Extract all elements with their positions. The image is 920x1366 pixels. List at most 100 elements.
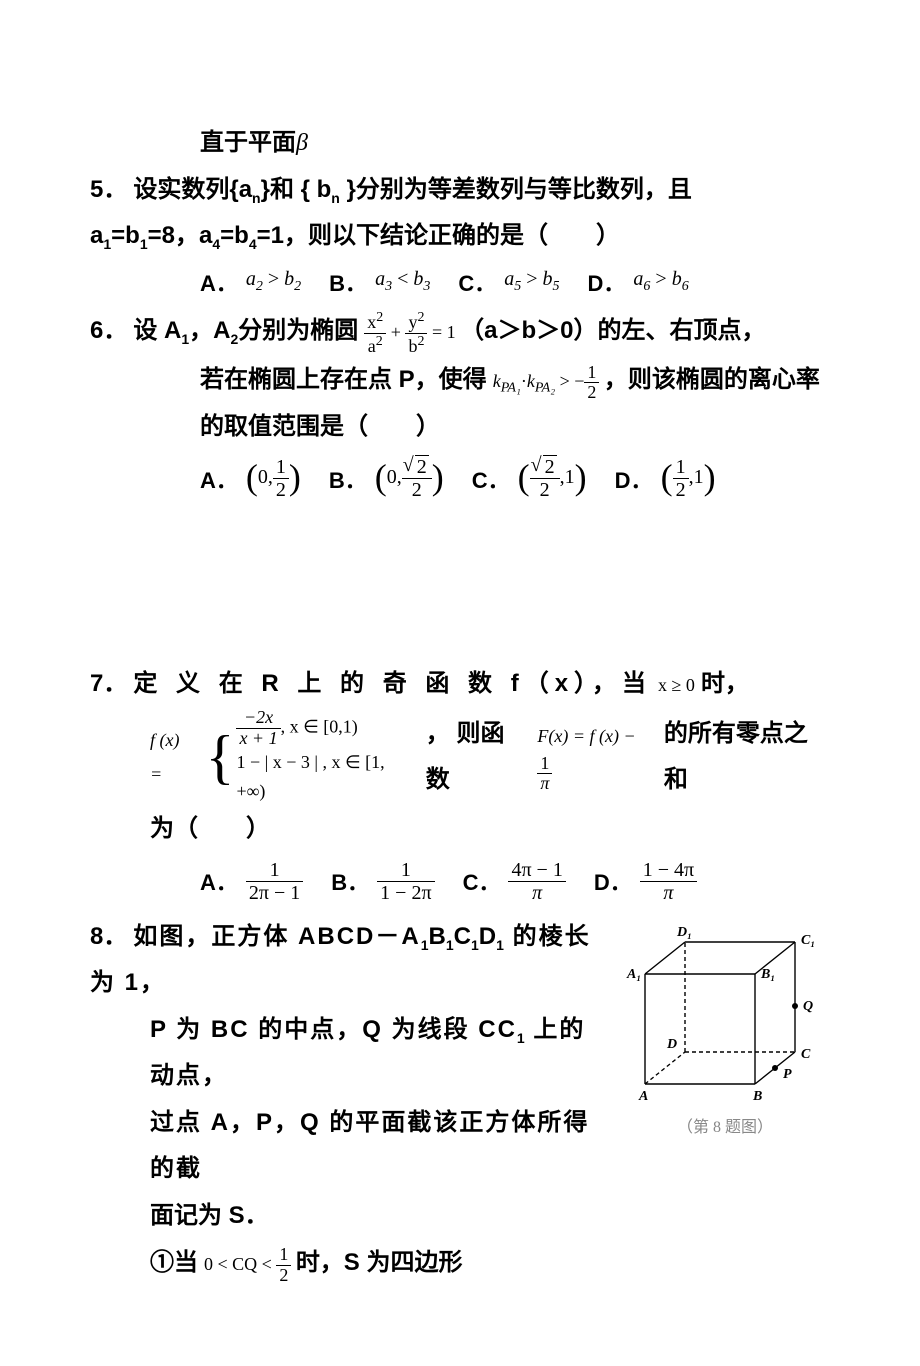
q5: 5． 设实数列{an}和 { bn }分别为等差数列与等比数列，且 — [90, 167, 830, 214]
q6-optC-math: (22,1) — [518, 456, 587, 501]
q6-l2b: ，则该椭圆的离心率 — [604, 366, 820, 393]
q5-options: A． a2 > b2 B． a3 < b3 C． a5 > b5 D． a6 >… — [90, 266, 830, 298]
q6-optB-label: B． — [329, 463, 367, 495]
q5-l2-e: =1，则以下结论正确的是（ ） — [257, 222, 620, 249]
q5-optC-math: a5 > b5 — [504, 268, 559, 295]
q6-stem-a: 设 A — [133, 317, 181, 344]
q7-line3: 为（ ） — [90, 806, 830, 853]
q5-stem-a: 设实数列{a — [133, 176, 252, 203]
q7-l3: 为（ ） — [150, 815, 270, 842]
q6-line2: 若在椭圆上存在点 P，使得 kPA₁·kPA₂ > −12 ，则该椭圆的离心率 — [90, 357, 830, 404]
q5-sub-n2: n — [331, 189, 340, 205]
svg-text:B₁: B₁ — [760, 967, 775, 982]
q5-sub-n1: n — [252, 189, 261, 205]
q5-l2-d-sub: 4 — [249, 236, 257, 252]
q7-optB-math: 11 − 2π — [377, 859, 434, 904]
q5-l2-b: =b — [111, 222, 140, 249]
q5-optB: B． a3 < b3 — [329, 266, 430, 298]
q6-optB-math: (0,22) — [375, 456, 444, 501]
q8-l2s: 1 — [517, 1030, 525, 1046]
q8-l1: 8． 如图，正方体 ABCD－A1B1C1D1 的棱长为 1， — [90, 914, 600, 1007]
svg-text:D₁: D₁ — [676, 925, 692, 940]
q8-stem-a: 如图，正方体 ABCD－A — [133, 923, 420, 950]
q6-sub1: 1 — [181, 331, 189, 347]
q5-optC-label: C． — [458, 266, 496, 298]
q6: 6． 设 A1，A2分别为椭圆 x2a2 + y2b2 = 1 （a＞b＞0）的… — [90, 308, 830, 357]
q5-line2: a1=b1=8，a4=b4=1，则以下结论正确的是（ ） — [90, 213, 830, 260]
q6-l2a: 若在椭圆上存在点 P，使得 — [200, 366, 487, 393]
q6-optA-math: (0,12) — [246, 456, 301, 501]
q8-s4: 1 — [496, 936, 504, 952]
q8-l3: 过点 A，P，Q 的平面截该正方体所得的截 — [90, 1100, 600, 1193]
q6-stem-b: ，A — [189, 317, 230, 344]
q8-l5-cond: 0 < CQ < 12 — [204, 1254, 296, 1274]
svg-text:D: D — [666, 1037, 677, 1052]
svg-text:A₁: A₁ — [626, 967, 641, 982]
q6-optD-label: D． — [615, 463, 653, 495]
q8-stem-d: D — [479, 923, 496, 950]
q7-fx-lhs: f (x) = — [150, 723, 196, 791]
q8-l5a: ①当 — [150, 1249, 198, 1276]
q6-number: 6． — [90, 317, 127, 344]
q6-options: A． (0,12) B． (0,22) C． (22,1) D． (12,1) — [90, 456, 830, 501]
q7-stem-b: 时， — [701, 670, 749, 697]
q8-s2: 1 — [446, 936, 454, 952]
q7-optD-label: D． — [594, 865, 632, 897]
svg-text:B: B — [752, 1089, 762, 1104]
q7-optC-label: C． — [463, 865, 501, 897]
q5-l2-c-sub: 4 — [212, 236, 220, 252]
svg-text:C: C — [801, 1047, 811, 1062]
q6-optB: B． (0,22) — [329, 456, 444, 501]
q5-l2-d: =b — [220, 222, 249, 249]
q7-options: A． 12π − 1 B． 11 − 2π C． 4π − 1π D． 1 − … — [90, 859, 830, 904]
q5-stem-c: }分别为等差数列与等比数列，且 — [340, 176, 692, 203]
q7-optA-label: A． — [200, 865, 238, 897]
q5-number: 5． — [90, 176, 127, 203]
q5-optD-label: D． — [588, 266, 626, 298]
q6-optD: D． (12,1) — [615, 456, 716, 501]
q6-line3: 的取值范围是（ ） — [90, 404, 830, 451]
q4-tail-beta: β — [296, 130, 308, 156]
q5-optB-label: B． — [329, 266, 367, 298]
q6-stem-d: （a＞b＞0）的左、右顶点， — [460, 317, 765, 344]
q7-stem-a: 定 义 在 R 上 的 奇 函 数 f（x），当 — [133, 670, 652, 697]
q5-optA-math: a2 > b2 — [246, 268, 301, 295]
q7-cond: x ≥ 0 — [658, 675, 695, 695]
q6-optD-math: (12,1) — [661, 456, 716, 501]
q8-number: 8． — [90, 923, 127, 950]
q8: 8． 如图，正方体 ABCD－A1B1C1D1 的棱长为 1， P 为 BC 的… — [90, 914, 830, 1287]
q8-l3t: 过点 A，P，Q 的平面截该正方体所得的截 — [150, 1109, 589, 1183]
q8-s3: 1 — [471, 936, 479, 952]
q5-stem-b: }和 { b — [261, 176, 332, 203]
q6-kexpr: kPA₁·kPA₂ > −12 — [493, 371, 604, 391]
q5-l2-b-sub: 1 — [140, 236, 148, 252]
q7: 7． 定 义 在 R 上 的 奇 函 数 f（x），当 x ≥ 0 时， — [90, 661, 830, 708]
q6-optA-label: A． — [200, 463, 238, 495]
q7-optD: D． 1 − 4ππ — [594, 859, 697, 904]
q8-l5: ①当 0 < CQ < 12 时，S 为四边形 — [90, 1240, 600, 1287]
q7-optA: A． 12π − 1 — [200, 859, 303, 904]
q8-l2: P 为 BC 的中点，Q 为线段 CC1 上的动点， — [90, 1007, 600, 1100]
q7-optA-math: 12π − 1 — [246, 859, 303, 904]
q7-optB-label: B． — [331, 865, 369, 897]
q6-ellipse: x2a2 + y2b2 = 1 — [364, 322, 460, 342]
svg-text:Q: Q — [803, 999, 813, 1014]
q8-figure: ABCDA₁B₁C₁D₁PQ （第 8 题图） — [620, 914, 830, 1137]
q6-optC-label: C． — [472, 463, 510, 495]
q8-text: 8． 如图，正方体 ABCD－A1B1C1D1 的棱长为 1， P 为 BC 的… — [90, 914, 600, 1287]
q7-piecewise: { −2xx + 1, x ∈ [0,1) 1 − | x − 3 | , x … — [206, 708, 416, 806]
q7-pieces: −2xx + 1, x ∈ [0,1) 1 − | x − 3 | , x ∈ … — [236, 708, 415, 806]
q8-l2a: P 为 BC 的中点，Q 为线段 CC — [150, 1016, 517, 1043]
q4-tail-text: 直于平面 — [200, 129, 296, 156]
q6-stem-c: 分别为椭圆 — [238, 317, 358, 344]
q5-optB-math: a3 < b3 — [375, 268, 430, 295]
svg-text:A: A — [638, 1089, 648, 1104]
q8-l4t: 面记为 S． — [150, 1202, 269, 1229]
q5-optA: A． a2 > b2 — [200, 266, 301, 298]
q7-piecewise-line: f (x) = { −2xx + 1, x ∈ [0,1) 1 − | x − … — [90, 708, 830, 806]
q8-caption: （第 8 题图） — [620, 1113, 830, 1137]
q4-tail: 直于平面β — [90, 120, 830, 167]
q6-optA: A． (0,12) — [200, 456, 301, 501]
left-brace-icon: { — [206, 727, 235, 787]
q5-l2-c: =8，a — [148, 222, 213, 249]
